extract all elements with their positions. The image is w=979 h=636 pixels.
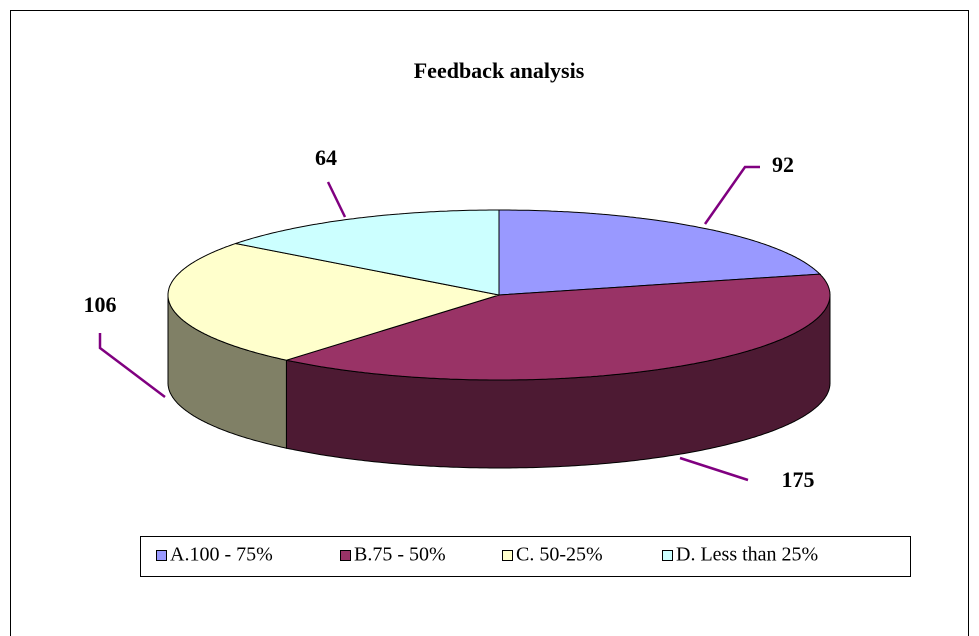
legend-label: C. 50-25% — [516, 544, 603, 566]
legend-swatch — [662, 550, 673, 561]
leader-line — [326, 181, 347, 218]
legend-swatch — [156, 550, 167, 561]
pie-slice — [498, 209, 822, 296]
pie-slice — [286, 273, 831, 381]
data-label: 64 — [315, 145, 337, 170]
leader-line — [679, 456, 749, 482]
data-label: 175 — [782, 467, 815, 492]
pie-slice — [235, 209, 500, 296]
legend-swatch — [340, 550, 351, 561]
legend-label: D. Less than 25% — [676, 544, 818, 566]
data-label: 106 — [84, 292, 117, 317]
data-label: 92 — [772, 152, 794, 177]
chart-title: Feedback analysis — [414, 58, 585, 83]
legend-label: B.75 - 50% — [354, 544, 446, 566]
leader-line — [98, 333, 166, 398]
legend-swatch — [502, 550, 513, 561]
legend-label: A.100 - 75% — [170, 544, 273, 566]
pie-slice — [167, 242, 500, 361]
legend-box — [140, 536, 911, 577]
leader-line — [703, 165, 760, 225]
